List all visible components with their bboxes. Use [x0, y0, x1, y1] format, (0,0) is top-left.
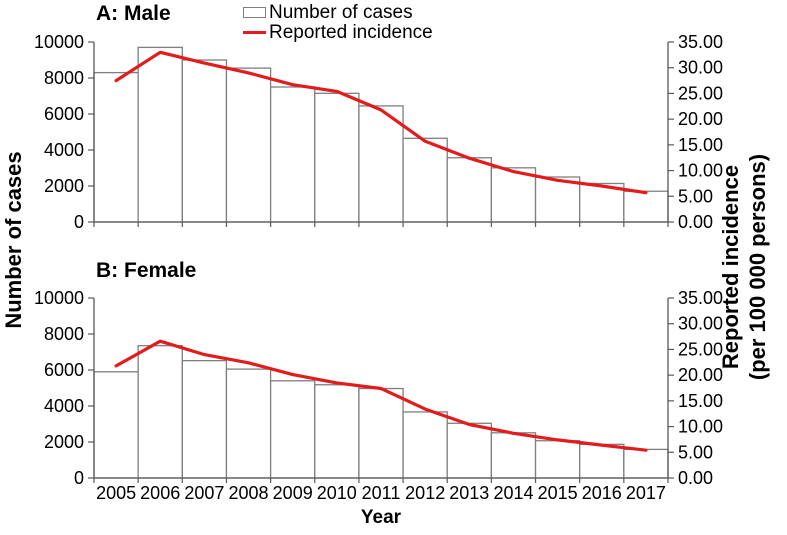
- panel-b-bar-2008: [225, 368, 272, 479]
- panel-a-right-tick-label: 20.00: [678, 109, 723, 129]
- x-axis-label: Year: [360, 507, 402, 528]
- x-tick-label-2007: 2007: [184, 483, 224, 503]
- panel-b-bar-2017: [623, 448, 669, 479]
- panel-b-right-tick-label: 5.00: [678, 442, 713, 462]
- panel-a-bar-2012: [402, 137, 448, 223]
- panel-b-right-tick-label: 20.00: [678, 365, 723, 385]
- panel-a-left-tick-label: 4000: [44, 140, 84, 160]
- panel-a-right-tick-label: 5.00: [678, 186, 713, 206]
- panel-b-left-tick-label: 6000: [44, 360, 84, 380]
- panel-b-bar-2011: [358, 387, 404, 479]
- legend: Number of cases Reported incidence: [243, 1, 433, 43]
- panel-a-bar-2016: [579, 182, 625, 223]
- left-y-axis-label: Number of cases: [1, 151, 26, 329]
- panel-a-right-tick-label: 35.00: [678, 32, 723, 52]
- panel-a-right-tick-label: 10.00: [678, 161, 723, 181]
- legend-item-reported-incidence: Reported incidence: [243, 21, 433, 43]
- right-y-axis-label: Reported incidence (per 100 000 persons): [717, 95, 771, 439]
- x-tick-label-2010: 2010: [317, 483, 357, 503]
- red-line-swatch-icon: [243, 30, 266, 35]
- x-tick-label-2015: 2015: [538, 483, 578, 503]
- legend-label-incidence: Reported incidence: [269, 21, 433, 43]
- panel-a-bar-2008: [225, 67, 272, 223]
- x-tick-label-2017: 2017: [626, 483, 666, 503]
- panel-b-left-tick-label: 2000: [44, 432, 84, 452]
- panel-b-title: B: Female: [96, 259, 197, 282]
- panel-a-bar-2011: [358, 105, 404, 223]
- legend-item-number-of-cases: Number of cases: [243, 1, 433, 23]
- x-tick-label-2016: 2016: [582, 483, 622, 503]
- panel-a-left-tick-label: 0: [74, 212, 84, 232]
- panel-b-left-tick-label: 0: [74, 468, 84, 488]
- panel-b-left-tick-label: 4000: [44, 396, 84, 416]
- panel-a-right-tick-label: 30.00: [678, 58, 723, 78]
- panel-a-bar-2017: [623, 190, 669, 223]
- panel-a-bar-2005: [93, 71, 139, 223]
- x-tick-label-2014: 2014: [493, 483, 533, 503]
- panel-b-incidence-line: [114, 339, 648, 452]
- x-tick-label-2011: 2011: [362, 483, 401, 503]
- x-tick-label-2005: 2005: [96, 483, 136, 503]
- x-tick-label-2006: 2006: [140, 483, 180, 503]
- panel-a-bar-2009: [269, 86, 316, 223]
- panel-b-right-tick-label: 25.00: [678, 339, 723, 359]
- panel-b-bar-2012: [402, 411, 448, 479]
- panel-b-bar-2005: [93, 371, 139, 479]
- panel-a-bar-2006: [137, 46, 183, 223]
- panel-a-bar-2014: [490, 167, 537, 223]
- panel-a-right-tick-label: 0.00: [678, 212, 713, 232]
- panel-a-left-tick-label: 6000: [44, 104, 84, 124]
- x-tick-label-2008: 2008: [228, 483, 268, 503]
- right-y-axis-label-line2: (per 100 000 persons): [745, 153, 770, 381]
- panel-a-bar-2010: [314, 92, 360, 223]
- panel-a-left-tick-label: 2000: [44, 176, 84, 196]
- x-tick-label-2009: 2009: [273, 483, 313, 503]
- panel-a-left-tick-label: 8000: [44, 68, 84, 88]
- panel-a-right-tick-label: 25.00: [678, 83, 723, 103]
- panel-b-bar-2006: [137, 345, 183, 479]
- panel-b-bar-2007: [181, 359, 228, 479]
- panel-b-right-tick-label: 35.00: [678, 288, 723, 308]
- panel-b-bar-2009: [269, 380, 316, 479]
- panel-b-bar-2015: [534, 440, 581, 479]
- panel-a-bar-2007: [181, 59, 228, 223]
- bar-outline-swatch-icon: [243, 7, 266, 18]
- panel-b-right-tick-label: 10.00: [678, 417, 723, 437]
- panel-a-title: A: Male: [96, 2, 171, 25]
- panel-b-right-tick-label: 30.00: [678, 314, 723, 334]
- x-tick-label-2012: 2012: [405, 483, 445, 503]
- panel-b-bar-2013: [446, 422, 493, 479]
- panel-b-right-tick-label: 0.00: [678, 468, 713, 488]
- panel-a-bar-2013: [446, 157, 493, 223]
- legend-label-cases: Number of cases: [269, 1, 413, 23]
- panel-b-bar-2014: [490, 432, 537, 479]
- panel-b-left-tick-label: 8000: [44, 324, 84, 344]
- panel-b-right-tick-label: 15.00: [678, 391, 723, 411]
- x-tick-label-2013: 2013: [449, 483, 489, 503]
- panel-b-bar-2016: [579, 443, 625, 479]
- right-y-axis-label-line1: Reported incidence: [718, 164, 743, 370]
- panel-a-left-tick-label: 10000: [34, 32, 84, 52]
- panel-b-left-tick-label: 10000: [34, 288, 84, 308]
- panel-b-bar-2010: [314, 384, 360, 479]
- panel-a-incidence-line: [114, 50, 648, 195]
- panel-a-right-tick-label: 15.00: [678, 135, 723, 155]
